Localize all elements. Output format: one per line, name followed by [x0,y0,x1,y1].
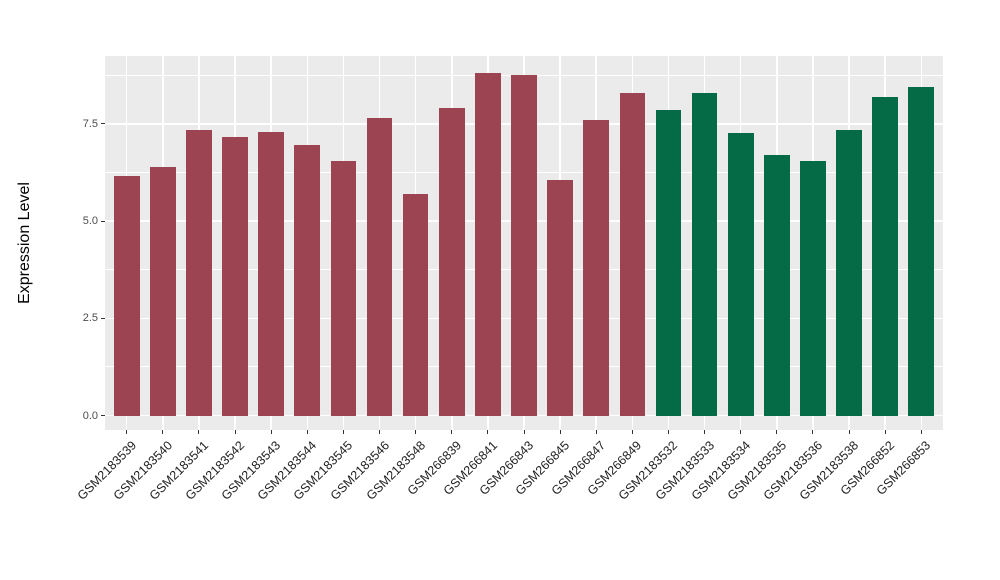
bar [800,160,826,416]
x-tick-mark [920,430,922,434]
y-tick-mark [101,220,105,222]
bar [222,137,248,416]
bar [113,176,140,416]
bar [475,73,501,416]
bar [330,160,357,416]
bar [619,92,646,416]
bar [836,129,862,416]
x-tick-mark [451,430,453,434]
bar [258,131,284,416]
x-tick-mark [198,430,200,434]
y-tick-label: 2.5 [82,312,98,325]
x-tick-mark [812,430,814,434]
x-tick-mark [776,430,778,434]
x-tick-mark [162,430,164,434]
x-tick-mark [595,430,597,434]
x-tick-mark [523,430,525,434]
bar [547,180,573,416]
x-tick-mark [740,430,742,434]
bar [438,108,465,416]
x-tick-mark [848,430,850,434]
y-tick-label: 0.0 [82,409,98,422]
y-tick-label: 5.0 [82,215,98,227]
bar [763,154,790,416]
x-tick-mark [667,430,669,434]
x-tick-mark [126,430,128,434]
bar [655,110,682,416]
bar [511,75,537,416]
bar [872,96,899,416]
bar [294,145,321,416]
x-tick-mark [342,430,344,434]
bar [908,86,935,416]
plot-panel [105,56,943,430]
bar [691,92,718,416]
bar [402,193,429,416]
x-tick-mark [379,430,381,434]
x-tick-mark [270,430,272,434]
bar [149,166,176,416]
x-tick-mark [884,430,886,434]
x-tick-mark [415,430,417,434]
bar [583,119,610,416]
y-tick-mark [101,415,105,416]
y-axis-title: Expression Level [16,182,33,304]
bar [186,129,212,416]
y-tick-mark [101,123,105,125]
x-tick-mark [306,430,308,434]
x-tick-mark [704,430,706,434]
x-tick-mark [631,430,633,434]
bar [727,133,754,416]
x-tick-mark [234,430,236,434]
bar [366,117,393,416]
x-tick-mark [487,430,489,434]
y-tick-label: 7.5 [82,117,98,130]
y-tick-mark [101,317,105,319]
x-tick-mark [559,430,561,434]
